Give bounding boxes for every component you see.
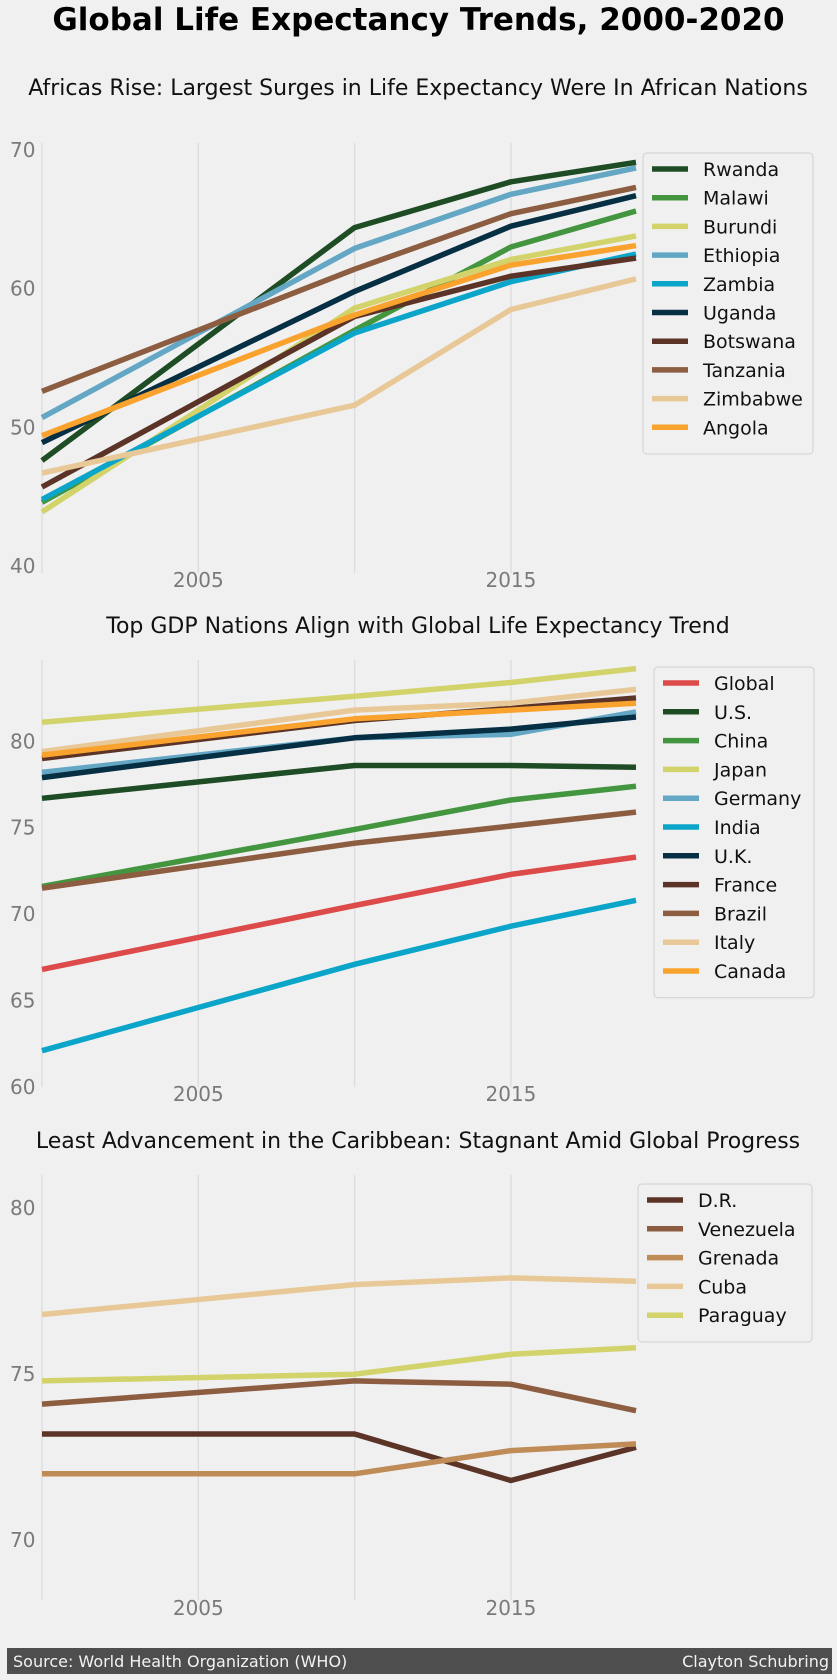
series-line-uk — [41, 714, 637, 781]
y-tick-label: 50 — [10, 415, 35, 439]
footer-source: Source: World Health Organization (WHO) — [13, 1652, 348, 1671]
series-line-paraguay — [41, 1344, 637, 1384]
legend-box — [637, 1183, 813, 1343]
x-tick-label: 2015 — [485, 1596, 536, 1620]
legend-label: Canada — [714, 961, 786, 983]
legend-label: Burundi — [703, 216, 777, 238]
legend-label: Grenada — [698, 1248, 779, 1270]
legend-label: Japan — [713, 759, 767, 781]
x-tick-label: 2005 — [173, 1596, 224, 1620]
x-tick-label: 2005 — [173, 1082, 224, 1106]
y-tick-label: 70 — [10, 902, 35, 926]
footer-bar: Source: World Health Organization (WHO) … — [7, 1648, 832, 1674]
y-tick-label: 40 — [10, 554, 35, 578]
legend: Global U.S. China Japan Germany India U.K. Fran… — [653, 666, 815, 999]
x-tick-label: 2005 — [173, 568, 224, 592]
legend-label: U.S. — [714, 702, 752, 724]
series-line-angola — [41, 242, 637, 439]
y-tick-label: 70 — [10, 1528, 35, 1552]
series-line-cuba — [41, 1275, 637, 1318]
chart-title: Top GDP Nations Align with Global Life E… — [105, 614, 729, 639]
legend-label: China — [714, 731, 768, 753]
chart-title: Least Advancement in the Caribbean: Stag… — [36, 1129, 800, 1154]
y-tick-label: 65 — [10, 989, 35, 1013]
legend-label: India — [714, 817, 761, 839]
legend-label: Ethiopia — [703, 245, 780, 267]
y-tick-label: 70 — [10, 138, 35, 162]
legend-label: Global — [714, 673, 775, 695]
series-line-italy — [41, 686, 637, 755]
series-line-zambia — [40, 251, 637, 502]
y-tick-label: 75 — [10, 1362, 35, 1386]
legend-label: Germany — [714, 788, 801, 810]
series-line-tanzania — [40, 184, 637, 394]
legend-label: Zimbabwe — [703, 389, 803, 411]
y-tick-label: 75 — [10, 816, 35, 840]
legend-label: Tanzania — [702, 360, 786, 382]
chart-panel-1: Africas Rise: Largest Surges in Life Exp… — [10, 76, 814, 592]
series-line-uganda — [40, 193, 637, 446]
series-line-brazil — [41, 809, 637, 891]
y-tick-label: 60 — [10, 277, 35, 301]
legend-label: Malawi — [703, 188, 769, 210]
legend-label: Venezuela — [698, 1219, 796, 1241]
series-line-zimbabwe — [41, 276, 637, 476]
series-line-burundi — [40, 233, 637, 515]
figure-title: Global Life Expectancy Trends, 2000-2020 — [52, 2, 785, 38]
legend: D.R. Venezuela Grenada Cuba Paraguay — [637, 1183, 813, 1343]
series-line-venezuela — [41, 1378, 637, 1414]
series-line-japan — [41, 665, 637, 725]
y-tick-label: 60 — [10, 1075, 35, 1099]
x-tick-label: 2015 — [485, 1082, 536, 1106]
chart-panel-2: Top GDP Nations Align with Global Life E… — [10, 614, 815, 1106]
legend: Rwanda Malawi Burundi Ethiopia Zambia Uganda B… — [642, 152, 814, 455]
legend-label: Brazil — [714, 903, 767, 925]
legend-label: Paraguay — [698, 1305, 787, 1327]
legend-label: Angola — [703, 417, 769, 439]
series-line-botswana — [40, 255, 637, 490]
legend-label: U.K. — [714, 846, 752, 868]
legend-label: Rwanda — [703, 159, 779, 181]
chart-panel-3: Least Advancement in the Caribbean: Stag… — [10, 1129, 813, 1620]
legend-label: Uganda — [703, 303, 776, 325]
series-line-india — [41, 897, 637, 1054]
legend-label: D.R. — [698, 1190, 737, 1212]
legend-label: France — [714, 875, 777, 897]
y-tick-label: 80 — [10, 729, 35, 753]
series-line-grenada — [42, 1441, 637, 1477]
legend-label: Botswana — [703, 331, 796, 353]
series-line-china — [41, 783, 637, 890]
legend-label: Zambia — [703, 274, 775, 296]
x-tick-label: 2015 — [485, 568, 536, 592]
y-tick-label: 80 — [10, 1196, 35, 1220]
series-line-us — [41, 762, 637, 802]
series-line-dr — [42, 1431, 637, 1484]
series-line-canada — [41, 700, 637, 758]
legend-label: Italy — [714, 932, 755, 954]
footer-author: Clayton Schubring — [682, 1652, 829, 1671]
legend-label: Cuba — [698, 1276, 747, 1298]
series-line-global — [41, 854, 637, 973]
series-line-rwanda — [40, 159, 637, 463]
chart-title: Africas Rise: Largest Surges in Life Exp… — [28, 76, 808, 101]
